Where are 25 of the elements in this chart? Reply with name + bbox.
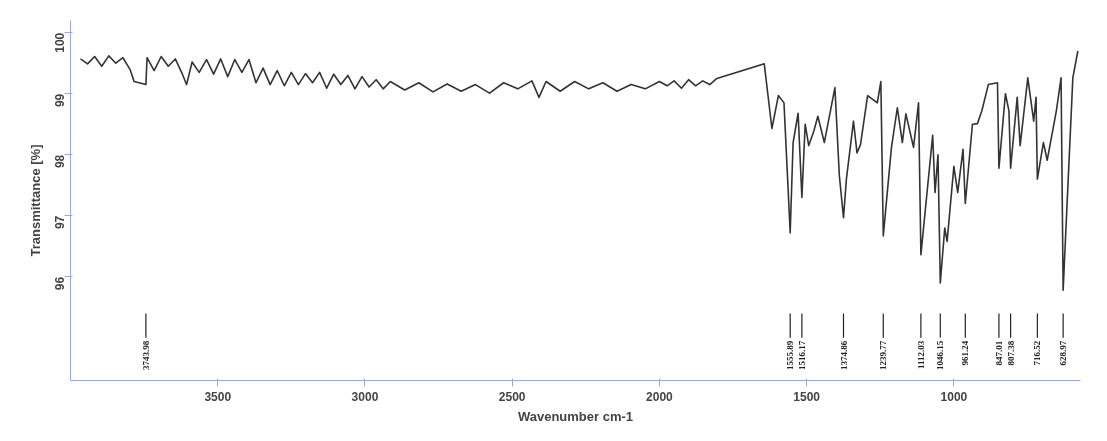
- x-tick-label: 3000: [351, 389, 379, 404]
- y-tick-label: 98: [53, 154, 67, 169]
- annotation: 961.24: [960, 340, 971, 366]
- x-axis-title: Wavenumber cm-1: [517, 408, 634, 424]
- y-tick-label: 100: [53, 32, 67, 53]
- annotation: 1516.17: [796, 340, 807, 371]
- y-axis-title: Transmittance [%]: [27, 144, 43, 257]
- annotation: 3743.98: [140, 340, 151, 371]
- annotation: 1239.77: [878, 340, 889, 371]
- annotation: 1046.15: [935, 340, 946, 371]
- x-tick-label: 1000: [940, 389, 968, 404]
- annotation: 1374.86: [838, 340, 849, 371]
- x-tick-label: 3500: [204, 389, 232, 404]
- annotation: 716.52: [1032, 340, 1043, 366]
- y-tick-label: 99: [53, 93, 67, 108]
- annotation: 1555.89: [785, 340, 796, 371]
- annotation: 1112.03: [915, 340, 926, 370]
- annotation: 628.97: [1058, 340, 1069, 366]
- y-tick-label: 96: [53, 276, 67, 291]
- x-tick-label: 2500: [498, 389, 526, 404]
- annotation: 847.01: [993, 340, 1004, 366]
- annotation: 807.38: [1005, 340, 1016, 366]
- y-tick-label: 97: [53, 215, 67, 230]
- x-tick-label: 2000: [646, 389, 674, 404]
- x-tick-label: 1500: [793, 389, 821, 404]
